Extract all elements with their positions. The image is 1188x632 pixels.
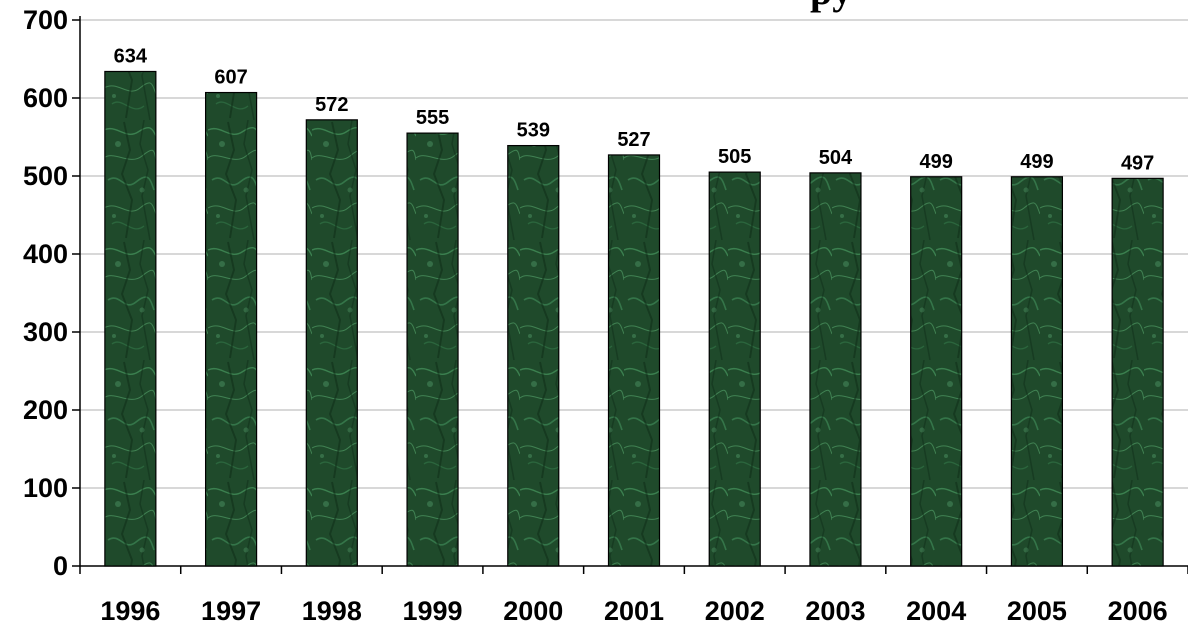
bar-2005	[1010, 176, 1064, 567]
data-labels: 634 607 572 555 539 527 505 504 499 499 497	[114, 45, 1155, 174]
data-label-2006: 497	[1121, 152, 1154, 174]
bar-2003	[809, 172, 862, 567]
data-label-1998: 572	[315, 94, 348, 116]
x-tick-label-1999: 1999	[403, 596, 463, 626]
y-tick-label: 300	[23, 317, 68, 347]
bar-1998	[305, 119, 358, 567]
data-label-2003: 504	[819, 147, 853, 169]
x-tick-label-2001: 2001	[604, 596, 664, 626]
data-label-2001: 527	[617, 129, 650, 151]
data-label-1999: 555	[416, 107, 449, 129]
cut-off-title-fragment: py	[810, 0, 852, 13]
data-label-2004: 499	[919, 151, 952, 173]
y-tick-label: 200	[23, 395, 68, 425]
y-tick-labels: 0 100 200 300 400 500 600 700	[23, 5, 68, 581]
x-tick-label-1998: 1998	[302, 596, 362, 626]
bar-1997	[204, 91, 258, 567]
data-label-2005: 499	[1020, 151, 1053, 173]
y-tick-label: 0	[53, 551, 68, 581]
bar-2000	[507, 144, 560, 567]
y-tick-label: 100	[23, 473, 68, 503]
x-tick-labels: 1996 1997 1998 1999 2000 2001 2002 2003 2004 2005…	[100, 596, 1167, 626]
x-tick-label-1996: 1996	[100, 596, 160, 626]
x-tick-label-2006: 2006	[1108, 596, 1168, 626]
y-tick-label: 500	[23, 161, 68, 191]
data-label-2002: 505	[718, 146, 751, 168]
bar-2001	[607, 154, 661, 567]
bar-1999	[406, 132, 459, 567]
x-tick-label-2002: 2002	[705, 596, 765, 626]
bar-2004	[910, 176, 963, 567]
bar-1996	[104, 70, 157, 567]
data-label-1997: 607	[214, 67, 247, 89]
bar-2002	[708, 171, 761, 567]
x-tick-label-2000: 2000	[503, 596, 563, 626]
x-tick-label-2005: 2005	[1007, 596, 1067, 626]
bar-2006	[1111, 177, 1164, 567]
x-tick-label-1997: 1997	[201, 596, 261, 626]
y-tick-label: 700	[23, 5, 68, 35]
x-tick-label-2004: 2004	[906, 596, 966, 626]
bars	[104, 70, 1164, 567]
x-tick-label-2003: 2003	[805, 596, 865, 626]
y-tick-label: 400	[23, 239, 68, 269]
data-label-2000: 539	[517, 120, 550, 142]
data-label-1996: 634	[114, 45, 148, 67]
y-tick-label: 600	[23, 83, 68, 113]
